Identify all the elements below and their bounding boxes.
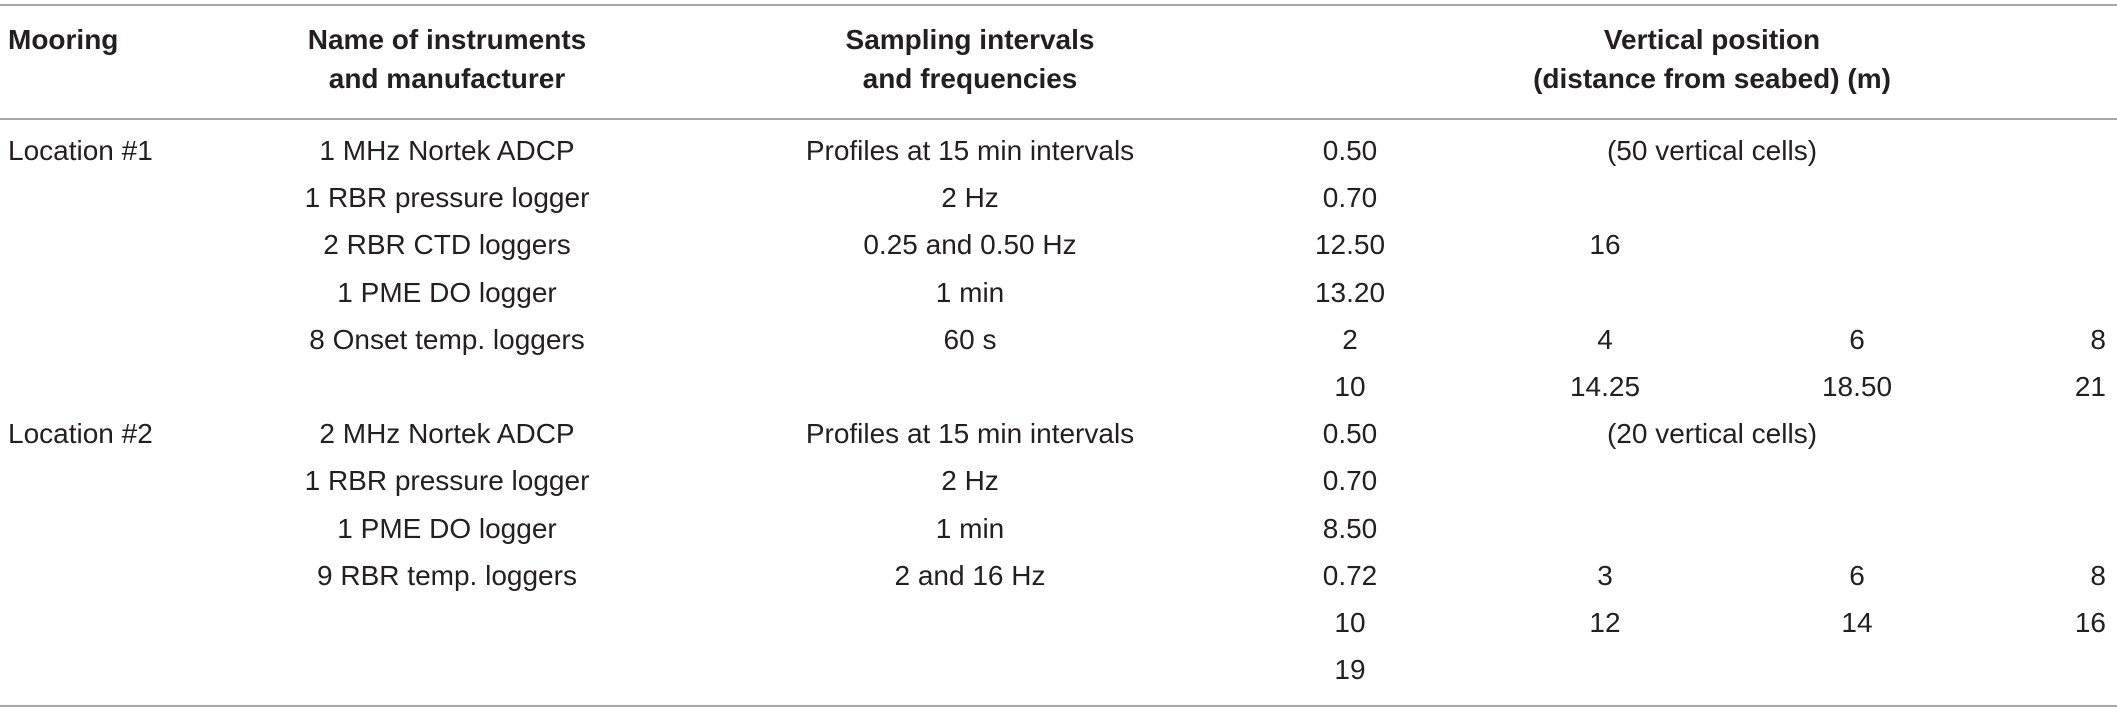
header-instruments-line1: Name of instruments: [307, 24, 587, 55]
header-sampling-line2: and frequencies: [862, 63, 1078, 94]
header-vertical-line2: (distance from seabed) (m): [1533, 63, 1891, 94]
vertical-position-cell: 0.70: [1322, 465, 1378, 496]
vertical-position-cell: 8: [2090, 324, 2106, 355]
sampling-cell: 1 min: [935, 513, 1005, 544]
sampling-cell: Profiles at 15 min intervals: [805, 418, 1135, 449]
vertical-position-cell: 19: [1334, 654, 1366, 685]
sampling-cell: 2 Hz: [941, 182, 999, 213]
instrument-cell: 1 MHz Nortek ADCP: [319, 135, 575, 166]
vertical-position-cell: 2: [1342, 324, 1358, 355]
header-vertical-line1: Vertical position: [1603, 24, 1821, 55]
vertical-position-cell: 0.50: [1322, 135, 1378, 166]
vertical-position-cell: (20 vertical cells): [1606, 418, 1818, 449]
sampling-cell: Profiles at 15 min intervals: [805, 135, 1135, 166]
sampling-cell: 2 and 16 Hz: [894, 560, 1046, 591]
vertical-position-cell: 13.20: [1314, 277, 1386, 308]
vertical-position-cell: 16: [2074, 607, 2106, 638]
vertical-position-cell: 0.50: [1322, 418, 1378, 449]
vertical-position-cell: 6: [1849, 560, 1865, 591]
table-top-rule: [0, 4, 2117, 6]
mooring-cell: Location #1: [8, 135, 153, 166]
vertical-position-cell: 14.25: [1569, 371, 1641, 402]
sampling-cell: 0.25 and 0.50 Hz: [863, 229, 1077, 260]
sampling-cell: 1 min: [935, 277, 1005, 308]
instrument-cell: 1 PME DO logger: [337, 513, 557, 544]
vertical-position-cell: 12: [1589, 607, 1621, 638]
sampling-cell: 60 s: [943, 324, 997, 355]
vertical-position-cell: 10: [1334, 607, 1366, 638]
instrument-cell: 1 PME DO logger: [337, 277, 557, 308]
vertical-position-cell: 4: [1597, 324, 1613, 355]
header-instruments-line2: and manufacturer: [328, 63, 566, 94]
vertical-position-cell: 18.50: [1821, 371, 1893, 402]
vertical-position-cell: 6: [1849, 324, 1865, 355]
vertical-position-cell: 8.50: [1322, 513, 1378, 544]
vertical-position-cell: 3: [1597, 560, 1613, 591]
vertical-position-cell: 16: [1589, 229, 1621, 260]
table-bottom-rule: [0, 705, 2117, 707]
vertical-position-cell: 0.72: [1322, 560, 1378, 591]
vertical-position-cell: 21: [2074, 371, 2106, 402]
instrument-cell: 9 RBR temp. loggers: [317, 560, 577, 591]
instrument-cell: 2 RBR CTD loggers: [323, 229, 571, 260]
vertical-position-cell: 0.70: [1322, 182, 1378, 213]
vertical-position-cell: 12.50: [1314, 229, 1386, 260]
mooring-cell: Location #2: [8, 418, 153, 449]
header-sampling-line1: Sampling intervals: [845, 24, 1095, 55]
header-rule: [0, 118, 2117, 120]
instrument-cell: 2 MHz Nortek ADCP: [319, 418, 575, 449]
vertical-position-cell: 14: [1841, 607, 1873, 638]
vertical-position-cell: (50 vertical cells): [1606, 135, 1818, 166]
instrument-cell: 8 Onset temp. loggers: [309, 324, 585, 355]
header-mooring: Mooring: [8, 24, 119, 55]
vertical-position-cell: 10: [1334, 371, 1366, 402]
instrument-cell: 1 RBR pressure logger: [304, 182, 590, 213]
instrument-cell: 1 RBR pressure logger: [304, 465, 590, 496]
sampling-cell: 2 Hz: [941, 465, 999, 496]
vertical-position-cell: 8: [2090, 560, 2106, 591]
